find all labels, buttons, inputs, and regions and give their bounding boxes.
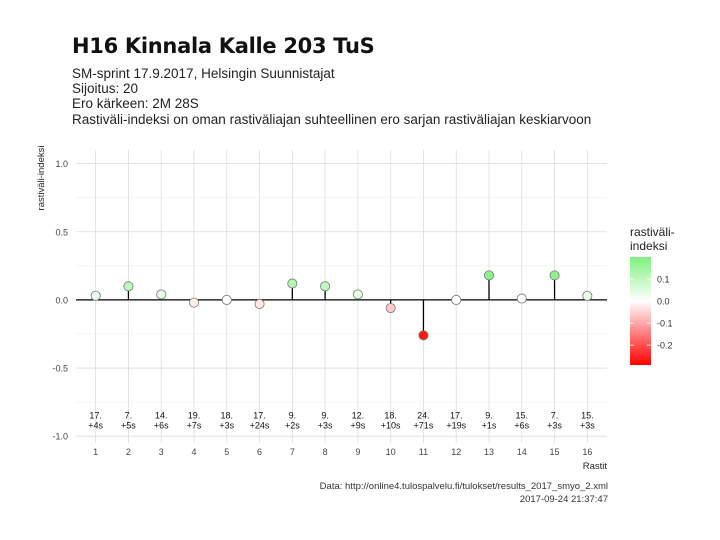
point-1 — [90, 290, 101, 301]
subtitle-index-description: Rastiväli-indeksi on oman rastiväliajan … — [72, 112, 592, 127]
point-4 — [188, 297, 199, 308]
diff-label-5: +3s — [219, 421, 234, 431]
y-tick-label: 1.0 — [55, 159, 68, 169]
grid-lines — [76, 150, 607, 443]
diff-label-13: +1s — [482, 421, 497, 431]
x-tick-label: 14 — [517, 447, 527, 457]
rank-label-6: 17. — [253, 410, 266, 420]
subtitle-placement: Sijoitus: 20 — [72, 81, 139, 96]
diff-label-16: +3s — [580, 421, 595, 431]
point-10 — [385, 303, 396, 314]
color-legend: 0.1 0.0 -0.1 -0.2 — [630, 257, 673, 365]
legend-tick-label: 0.1 — [657, 275, 670, 285]
diff-label-6: +24s — [250, 421, 270, 431]
point-5 — [221, 294, 232, 305]
y-tick-label: 0.0 — [55, 295, 68, 305]
x-tick-label: 10 — [386, 447, 396, 457]
rank-label-15: 7. — [551, 410, 559, 420]
diff-label-8: +3s — [318, 421, 333, 431]
point-14 — [516, 293, 527, 304]
data-source-caption: Data: http://online4.tulospalvelu.fi/tul… — [319, 481, 608, 492]
legend-title-line-1: rastiväli- — [630, 225, 675, 239]
rank-label-8: 9. — [321, 410, 329, 420]
point-11 — [418, 330, 429, 341]
point-2 — [123, 281, 134, 292]
diff-label-4: +7s — [187, 421, 202, 431]
x-tick-label: 12 — [451, 447, 461, 457]
rank-label-4: 19. — [188, 410, 201, 420]
x-tick-label: 15 — [550, 447, 560, 457]
rank-label-5: 18. — [221, 410, 234, 420]
x-tick-label: 13 — [484, 447, 494, 457]
point-15 — [549, 270, 560, 281]
y-tick-label: -0.5 — [52, 364, 68, 374]
diff-label-14: +6s — [514, 421, 529, 431]
point-3 — [156, 289, 167, 300]
diff-label-9: +9s — [351, 421, 366, 431]
x-tick-label: 7 — [290, 447, 295, 457]
timestamp-caption: 2017-09-24 21:37:47 — [519, 494, 608, 505]
rank-label-16: 15. — [581, 410, 594, 420]
axes: -1.0-0.50.00.51.01 2 3 4 5 6 7 8 9 10 11 12 13 14 15 16… — [36, 146, 607, 472]
x-tick-label: 5 — [224, 447, 229, 457]
rank-label-2: 7. — [125, 410, 133, 420]
point-16 — [582, 290, 593, 301]
rank-label-14: 15. — [516, 410, 529, 420]
y-tick-label: 0.5 — [55, 227, 68, 237]
legend-tick-label: -0.1 — [657, 319, 673, 329]
point-7 — [287, 278, 298, 289]
lollipop-stems — [95, 275, 588, 336]
diff-label-3: +6s — [154, 421, 169, 431]
chart-title: H16 Kinnala Kalle 203 TuS — [72, 34, 375, 58]
rank-label-11: 24. — [417, 410, 430, 420]
x-tick-label: 6 — [257, 447, 262, 457]
x-tick-label: 16 — [582, 447, 592, 457]
legend-tick-label: -0.2 — [657, 341, 673, 351]
point-8 — [320, 281, 331, 292]
legend-title-line-2: indeksi — [630, 239, 668, 253]
x-tick-label: 11 — [419, 447, 428, 457]
diff-label-2: +5s — [121, 421, 136, 431]
diff-label-11: +71s — [414, 421, 434, 431]
x-tick-label: 3 — [159, 447, 164, 457]
diff-label-1: +4s — [88, 421, 103, 431]
subtitle-gap-to-leader: Ero kärkeen: 2M 28S — [72, 96, 199, 111]
rank-label-7: 9. — [289, 410, 297, 420]
rank-label-13: 9. — [485, 410, 493, 420]
split-labels: 17.+4s7.+5s14.+6s19.+7s18.+3s17.+24s9.+2… — [88, 410, 595, 430]
rank-label-9: 12. — [352, 410, 365, 420]
rank-label-1: 17. — [89, 410, 102, 420]
legend-title: rastiväli- indeksi — [630, 225, 675, 253]
point-9 — [352, 289, 363, 300]
point-6 — [254, 298, 265, 309]
rank-label-10: 18. — [384, 410, 397, 420]
y-axis-title: rastiväli-indeksi — [36, 146, 47, 211]
point-12 — [451, 294, 462, 305]
subtitle-event: SM-sprint 17.9.2017, Helsingin Suunnista… — [72, 66, 335, 81]
diff-label-12: +19s — [446, 421, 466, 431]
x-tick-label: 1 — [93, 447, 98, 457]
x-tick-label: 2 — [126, 447, 131, 457]
x-tick-label: 8 — [323, 447, 328, 457]
legend-colorbar — [630, 257, 651, 365]
rank-label-12: 17. — [450, 410, 463, 420]
diff-label-15: +3s — [547, 421, 562, 431]
data-points — [90, 270, 593, 341]
diff-label-7: +2s — [285, 421, 300, 431]
x-tick-label: 4 — [191, 447, 196, 457]
diff-label-10: +10s — [381, 421, 401, 431]
x-axis-title: Rastit — [583, 461, 608, 472]
rank-label-3: 14. — [155, 410, 168, 420]
legend-tick-label: 0.0 — [657, 297, 670, 307]
x-tick-label: 9 — [355, 447, 360, 457]
point-13 — [483, 270, 494, 281]
y-tick-label: -1.0 — [52, 432, 68, 442]
